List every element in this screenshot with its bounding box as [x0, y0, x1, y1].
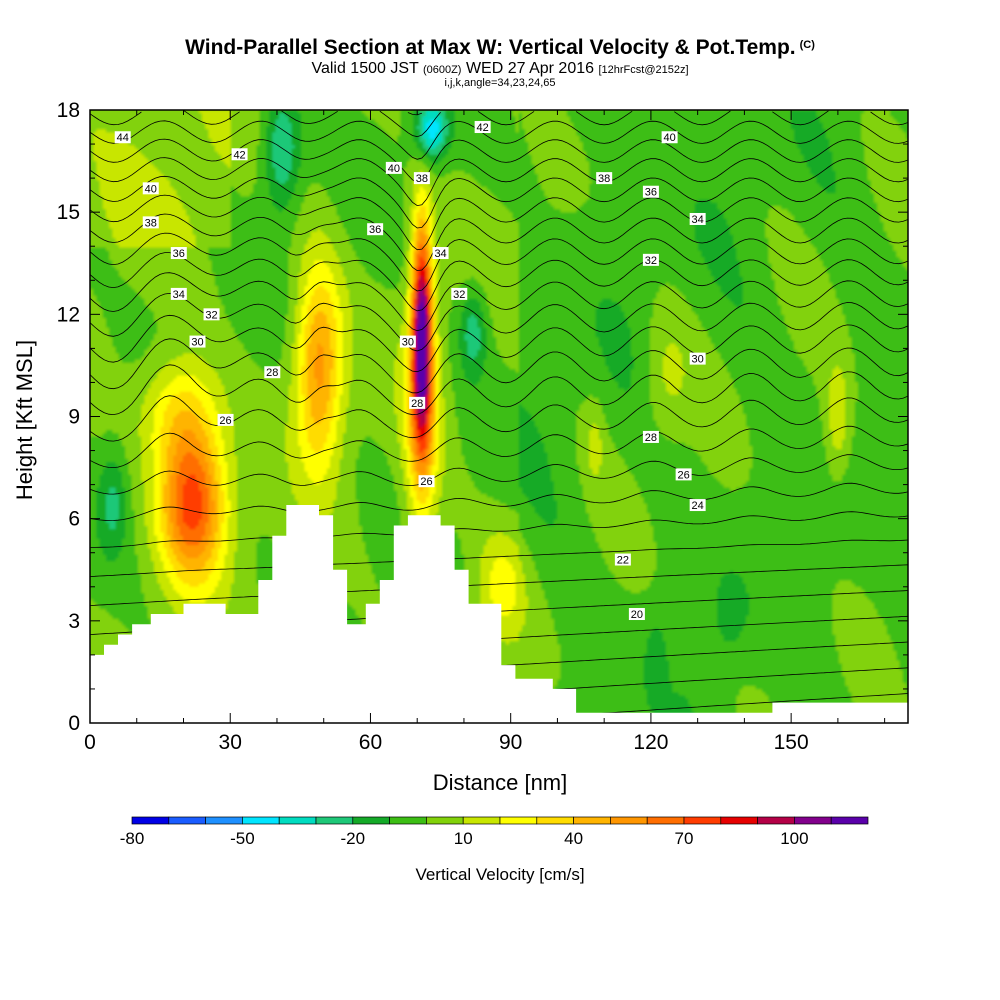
plot-area: 4442424040403838 3836363634343432323230 30… [90, 110, 910, 725]
